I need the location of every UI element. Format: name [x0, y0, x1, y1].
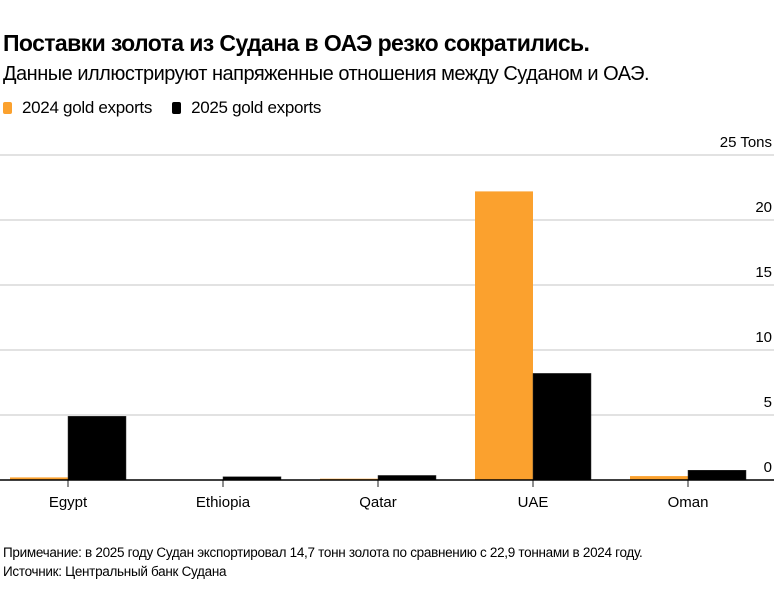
x-tick-label: Ethiopia [196, 494, 251, 511]
y-tick-label: 25 Tons [720, 134, 772, 151]
x-tick-label: Oman [668, 494, 709, 511]
bar-chart: 0 5 10 15 20 25 Tons Egypt Ethiopia Qatar UAE Oman [0, 134, 774, 511]
legend-item-2025: 2025 gold exports [172, 98, 321, 118]
legend-label-2025: 2025 gold exports [191, 98, 322, 117]
x-tick-label: Qatar [359, 494, 397, 511]
y-tick-label: 10 [755, 329, 772, 346]
bar-egypt-2025 [67, 416, 127, 481]
x-tick-label: UAE [518, 494, 549, 511]
footnote-source: Источник: Центральный банк Судана [3, 564, 227, 579]
legend-swatch-2025 [172, 102, 182, 114]
legend: 2024 gold exports 2025 gold exports [3, 98, 341, 118]
bar-oman-2024 [630, 476, 688, 480]
chart-subtitle: Данные иллюстрируют напряженные отношени… [3, 63, 650, 85]
chart-title: Поставки золота из Судана в ОАЭ резко со… [3, 30, 590, 56]
legend-label-2024: 2024 gold exports [22, 98, 153, 117]
y-tick-label: 0 [764, 459, 772, 476]
x-tick-label: Egypt [49, 494, 88, 511]
legend-item-2024: 2024 gold exports [3, 98, 152, 118]
y-tick-label: 20 [755, 199, 772, 216]
bar-oman-2025 [687, 470, 747, 481]
bar-uae-2025 [532, 373, 592, 481]
bar-egypt-2024 [10, 477, 68, 480]
legend-swatch-2024 [3, 102, 12, 114]
y-tick-label: 5 [764, 394, 772, 411]
footnote-note: Примечание: в 2025 году Судан экспортиро… [3, 545, 643, 560]
footnote: Примечание: в 2025 году Судан экспортиро… [3, 543, 643, 581]
y-tick-label: 15 [755, 264, 772, 281]
bar-uae-2024 [475, 191, 533, 480]
